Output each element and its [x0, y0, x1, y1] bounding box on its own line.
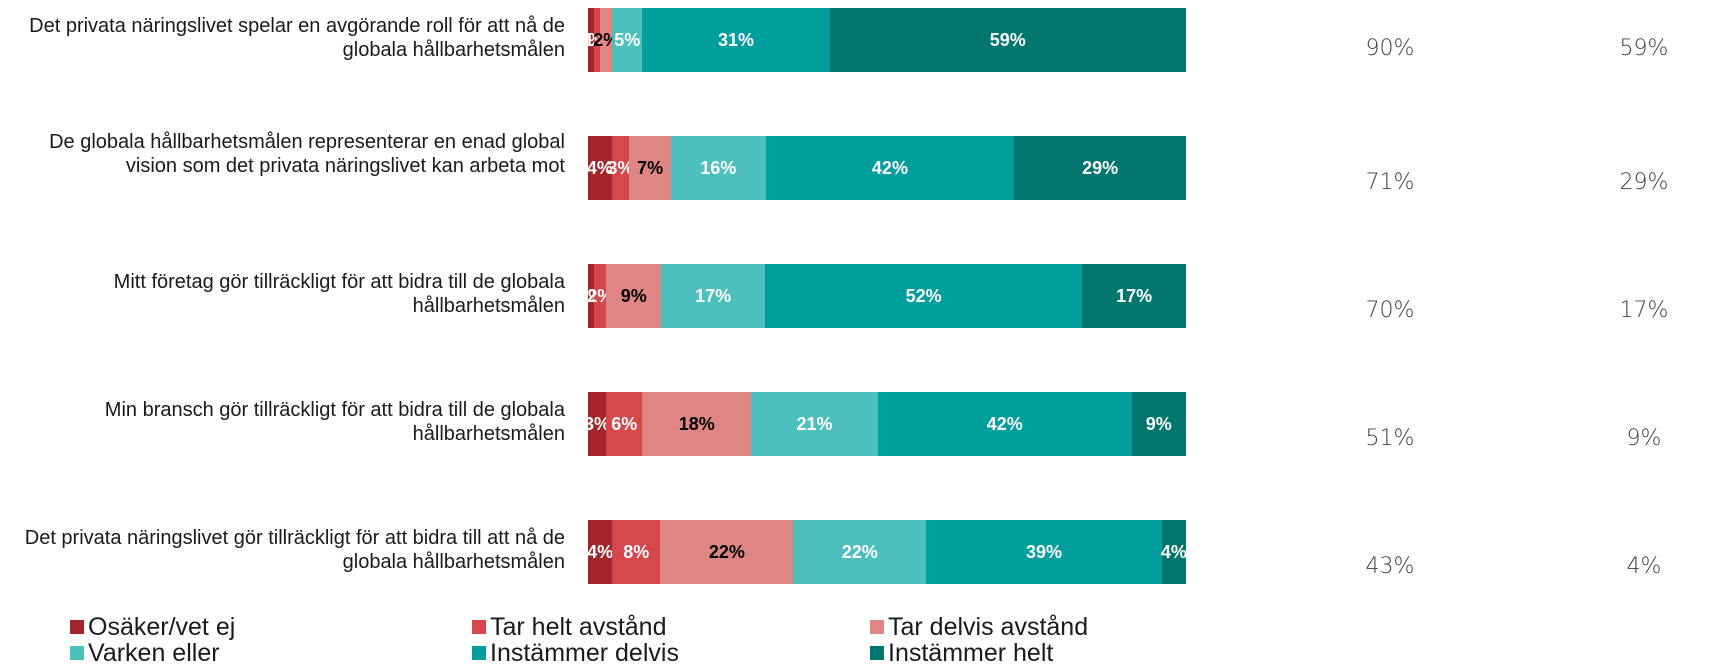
data-label: 5% — [614, 29, 641, 50]
data-label: 22% — [841, 541, 878, 562]
bar-segment: 31% — [642, 8, 830, 72]
summary-value: 70% — [1365, 298, 1415, 323]
data-label: 39% — [1026, 541, 1063, 562]
legend-item: Osäker/vet ej — [70, 614, 235, 640]
data-label: 6% — [611, 413, 638, 434]
legend-label: Tar delvis avstånd — [888, 613, 1089, 641]
bar-segment: 52% — [764, 264, 1083, 328]
legend-item: Instämmer delvis — [472, 640, 679, 666]
summary-value: 17% — [1619, 298, 1669, 323]
legend-label: Varken eller — [88, 639, 220, 667]
legend-swatch — [70, 620, 84, 634]
data-label: 42% — [871, 157, 908, 178]
bar-segment: 21% — [751, 392, 878, 456]
legend-item: Instämmer helt — [870, 640, 1053, 666]
bar-segment: 22% — [660, 520, 794, 584]
data-label: 59% — [989, 29, 1026, 50]
bar-segment: 5% — [612, 8, 643, 72]
bar-row: 1% 2% 9% 17% 52% 17% — [578, 264, 1186, 328]
bar-segment: 9% — [1131, 392, 1186, 456]
bar-segment: 2% — [593, 8, 619, 72]
data-label: 21% — [796, 413, 833, 434]
data-label: 22% — [708, 541, 745, 562]
bar-row: 3% 6% 18% 21% 42% 9% — [584, 392, 1186, 456]
data-label: 18% — [678, 413, 715, 434]
bar-row: 4% 3% 7% 16% 42% 29% — [586, 136, 1186, 200]
bar-segment: 4% — [586, 136, 613, 200]
summary-value: 43% — [1365, 554, 1415, 579]
bar-segment: 17% — [661, 264, 765, 328]
bar-segment: 42% — [877, 392, 1132, 456]
legend-item: Tar helt avstånd — [472, 614, 667, 640]
data-label: 16% — [700, 157, 737, 178]
data-label: 42% — [986, 413, 1023, 434]
data-label: 4% — [587, 541, 614, 562]
category-label: Det privata näringslivet gör tillräcklig… — [24, 527, 565, 573]
summary-value: 29% — [1619, 170, 1669, 195]
bar-segment: 16% — [670, 136, 766, 200]
bar-row: 1% 1% 2% 5% 31% 59% — [578, 8, 1186, 72]
legend-swatch — [870, 620, 884, 634]
category-label: Mitt företag gör tillräckligt för att bi… — [113, 271, 565, 317]
legend-item: Tar delvis avstånd — [870, 614, 1088, 640]
legend-label: Instämmer delvis — [490, 639, 679, 667]
legend-item: Varken eller — [70, 640, 220, 666]
chart-legend: Osäker/vet ej Tar helt avstånd Tar delvis … — [70, 614, 1170, 666]
bar-segment: 4% — [587, 520, 614, 584]
bar-segment: 2% — [587, 264, 613, 328]
data-label: 4% — [1160, 541, 1187, 562]
data-label: 29% — [1082, 157, 1119, 178]
legend-swatch — [870, 646, 884, 660]
data-label: 52% — [905, 285, 942, 306]
summary-value: 9% — [1626, 426, 1662, 451]
legend-swatch — [70, 646, 84, 660]
data-label: 9% — [620, 285, 647, 306]
bar-segment: 7% — [629, 136, 671, 200]
bar-segment: 39% — [926, 520, 1162, 584]
category-label: Det privata näringslivet spelar en avgör… — [29, 15, 565, 61]
bar-segment: 29% — [1014, 136, 1186, 200]
bar-segment: 8% — [612, 520, 661, 584]
data-label: 4% — [586, 157, 613, 178]
bar-segment: 42% — [765, 136, 1015, 200]
legend-label: Osäker/vet ej — [88, 613, 236, 641]
bar-segment: 22% — [793, 520, 927, 584]
bar-segment: 4% — [1160, 520, 1187, 584]
legend-swatch — [472, 646, 486, 660]
bar-row: 4% 8% 22% 22% 39% 4% — [587, 520, 1187, 584]
data-label: 17% — [1116, 285, 1153, 306]
summary-value: 59% — [1619, 36, 1669, 61]
summary-value: 4% — [1626, 554, 1662, 579]
data-label: 31% — [717, 29, 754, 50]
bar-segment: 6% — [606, 392, 643, 456]
summary-value: 51% — [1365, 426, 1415, 451]
category-label: Min bransch gör tillräckligt för att bid… — [104, 399, 565, 445]
data-label: 3% — [584, 413, 611, 434]
data-label: 3% — [607, 157, 634, 178]
bar-segment: 3% — [608, 136, 634, 200]
category-label: De globala hållbarhetsmålen representera… — [49, 131, 565, 177]
data-label: 17% — [695, 285, 732, 306]
summary-value: 90% — [1365, 36, 1415, 61]
data-label: 8% — [623, 541, 650, 562]
bar-segment: 17% — [1082, 264, 1186, 328]
legend-label: Tar helt avstånd — [490, 613, 667, 641]
bar-segment: 3% — [584, 392, 610, 456]
data-label: 9% — [1145, 413, 1172, 434]
data-label: 7% — [637, 157, 664, 178]
bar-segment: 9% — [606, 264, 662, 328]
summary-value: 71% — [1365, 170, 1415, 195]
legend-label: Instämmer helt — [888, 639, 1054, 667]
bar-segment: 18% — [642, 392, 752, 456]
bar-segment: 59% — [829, 8, 1186, 72]
legend-swatch — [472, 620, 486, 634]
